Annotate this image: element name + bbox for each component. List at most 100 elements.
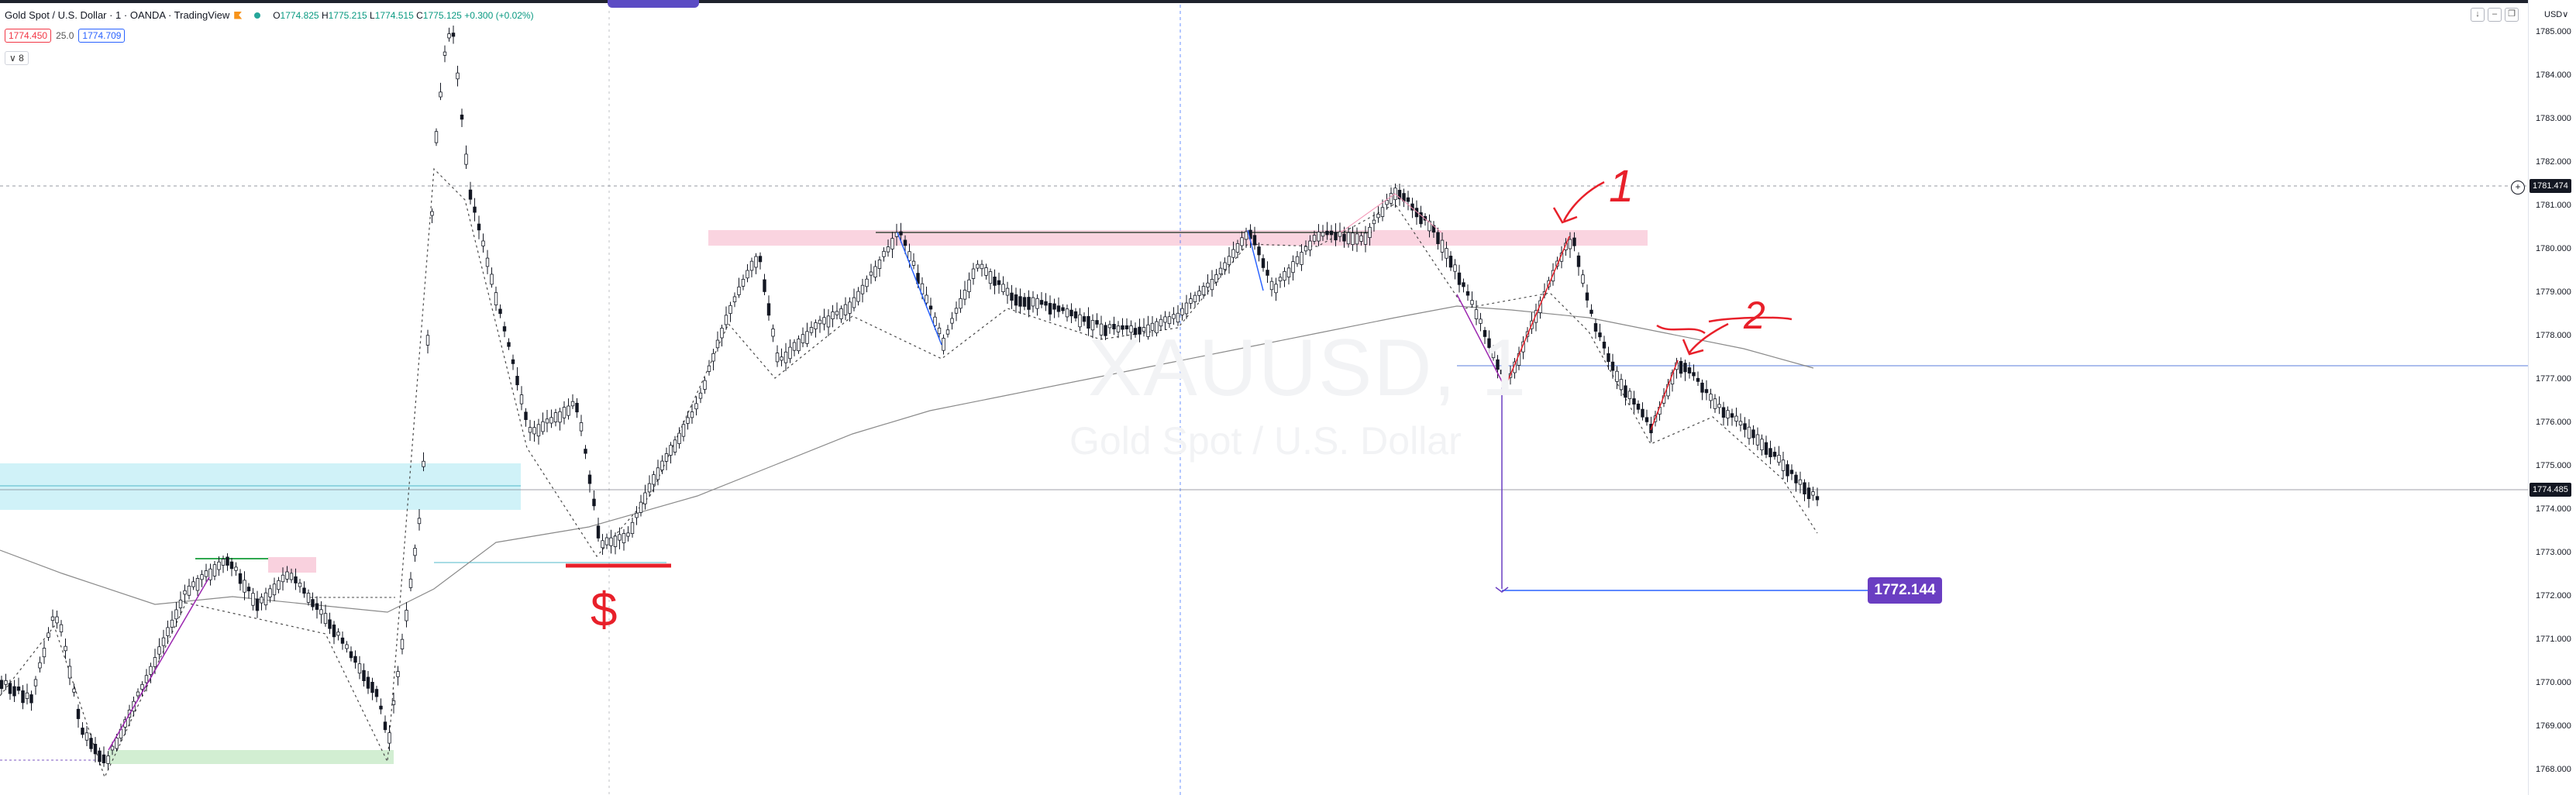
price-axis-tick: 1775.000 bbox=[2536, 461, 2571, 470]
supply-zone-small[interactable] bbox=[268, 557, 316, 573]
candle-body bbox=[8, 683, 12, 694]
candle-body bbox=[911, 260, 916, 266]
currency-selector[interactable]: USD∨ bbox=[2544, 10, 2569, 19]
candle-body bbox=[860, 284, 865, 294]
candle-body bbox=[345, 644, 349, 649]
candle-body bbox=[1031, 297, 1035, 307]
candle-body bbox=[396, 671, 400, 677]
candle-body bbox=[515, 376, 519, 386]
candle-body bbox=[42, 648, 46, 658]
ask-button[interactable]: 1774.709 bbox=[78, 29, 126, 43]
candle-body bbox=[1266, 270, 1269, 276]
candle-body bbox=[797, 339, 801, 352]
arrow-down-icon[interactable]: ↓ bbox=[2471, 8, 2485, 22]
candle-body bbox=[1252, 235, 1257, 246]
candle-body bbox=[801, 334, 805, 344]
trend-line-purple-left[interactable] bbox=[108, 576, 210, 751]
trend-line-blue-mid[interactable] bbox=[897, 232, 942, 346]
candle-body bbox=[1300, 252, 1303, 265]
measure-price-label[interactable]: 1772.144 bbox=[1868, 577, 1942, 604]
candle-body bbox=[643, 492, 647, 504]
candle-body bbox=[1798, 479, 1803, 485]
restore-icon[interactable]: ❐ bbox=[2505, 8, 2519, 22]
candle-body bbox=[430, 211, 434, 216]
candle-body bbox=[1291, 261, 1295, 274]
candle-body bbox=[1329, 230, 1334, 236]
candle-body bbox=[903, 239, 907, 246]
candle-body bbox=[877, 259, 882, 269]
candle-body bbox=[1303, 246, 1308, 252]
trend-line-red-rise2[interactable] bbox=[1650, 360, 1679, 431]
candle-body bbox=[1747, 426, 1751, 439]
candle-body bbox=[707, 365, 711, 372]
candle-body bbox=[626, 532, 630, 537]
candle-body bbox=[1065, 308, 1069, 318]
candle-body bbox=[1116, 325, 1121, 332]
candle-body bbox=[362, 669, 366, 682]
candle-body bbox=[55, 616, 59, 624]
indicators-toggle-button[interactable]: ∨ 8 bbox=[5, 51, 29, 65]
low-value: 1774.515 bbox=[374, 9, 414, 21]
trend-line-red-rise[interactable] bbox=[1504, 236, 1570, 388]
candle-body bbox=[387, 732, 391, 744]
candle-body bbox=[988, 271, 993, 284]
candle-body bbox=[711, 353, 715, 362]
candle-body bbox=[1218, 267, 1223, 274]
candle-body bbox=[1760, 439, 1764, 451]
candle-body bbox=[298, 583, 302, 587]
candle-body bbox=[1014, 294, 1018, 306]
candle-body bbox=[630, 521, 635, 535]
candle-body bbox=[1713, 398, 1717, 409]
candle-body bbox=[720, 328, 724, 339]
candle-body bbox=[954, 308, 959, 314]
candle-body bbox=[1811, 491, 1815, 496]
bid-button[interactable]: 1774.450 bbox=[5, 29, 52, 43]
candle-body bbox=[468, 189, 473, 200]
active-tab-indicator[interactable] bbox=[608, 0, 699, 8]
candle-body bbox=[1312, 235, 1317, 242]
candle-body bbox=[1269, 280, 1274, 291]
candle-body bbox=[64, 645, 67, 652]
candle-body bbox=[336, 632, 340, 636]
candle-body bbox=[1061, 307, 1065, 311]
candle-body bbox=[528, 427, 532, 433]
candle-body bbox=[669, 445, 673, 456]
candle-body bbox=[1121, 325, 1124, 330]
symbol-title[interactable]: Gold Spot / U.S. Dollar · 1 · OANDA · Tr… bbox=[5, 9, 230, 21]
candle-body bbox=[1440, 239, 1445, 253]
trend-line-pink-top[interactable] bbox=[1340, 193, 1442, 233]
minimize-icon[interactable]: – bbox=[2488, 8, 2502, 22]
candle-body bbox=[1159, 318, 1163, 327]
candle-body bbox=[584, 449, 587, 454]
candle-body bbox=[945, 329, 950, 335]
trend-line-purple-right[interactable] bbox=[1456, 294, 1506, 388]
candle-body bbox=[98, 750, 102, 762]
candle-body bbox=[0, 680, 4, 690]
candle-body bbox=[601, 540, 604, 549]
demand-zone-cyan[interactable] bbox=[0, 463, 521, 510]
candle-body bbox=[835, 311, 839, 315]
candle-body bbox=[1462, 282, 1465, 287]
supply-zone-main[interactable] bbox=[708, 230, 1648, 246]
candle-body bbox=[1764, 442, 1768, 455]
price-axis[interactable] bbox=[2528, 0, 2576, 795]
price-axis-tick: 1773.000 bbox=[2536, 548, 2571, 557]
candle-body bbox=[933, 316, 937, 326]
trend-line-blue-mid2[interactable] bbox=[1247, 229, 1264, 291]
candle-body bbox=[1734, 415, 1738, 422]
candle-body bbox=[1593, 323, 1598, 332]
candle-body bbox=[1048, 303, 1052, 315]
ohlc-values: O1774.825 H1775.215 L1774.515 C1775.125 … bbox=[273, 9, 534, 21]
candle-body bbox=[1087, 315, 1090, 329]
candle-body bbox=[477, 223, 481, 231]
candle-body bbox=[1380, 207, 1385, 217]
candle-body bbox=[212, 564, 217, 576]
add-alert-plus-icon[interactable]: + bbox=[2511, 181, 2525, 194]
candle-body bbox=[1619, 379, 1624, 391]
candle-body bbox=[33, 679, 38, 687]
candle-body bbox=[869, 271, 873, 276]
watermark-description: Gold Spot / U.S. Dollar bbox=[1069, 419, 1462, 463]
flag-icon[interactable] bbox=[234, 11, 243, 19]
demand-zone-green[interactable] bbox=[108, 750, 394, 764]
